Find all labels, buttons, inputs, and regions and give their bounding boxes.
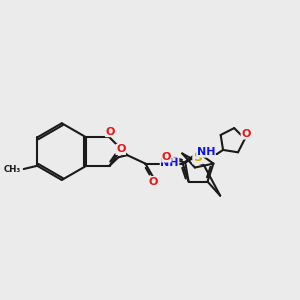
Text: CH₃: CH₃	[4, 164, 21, 173]
Text: O: O	[241, 129, 250, 139]
Text: S: S	[193, 151, 202, 164]
Text: O: O	[106, 127, 115, 136]
Text: O: O	[116, 145, 125, 154]
Text: NH: NH	[160, 158, 179, 168]
Text: O: O	[162, 152, 171, 162]
Text: O: O	[148, 176, 158, 187]
Text: NH: NH	[197, 147, 215, 157]
